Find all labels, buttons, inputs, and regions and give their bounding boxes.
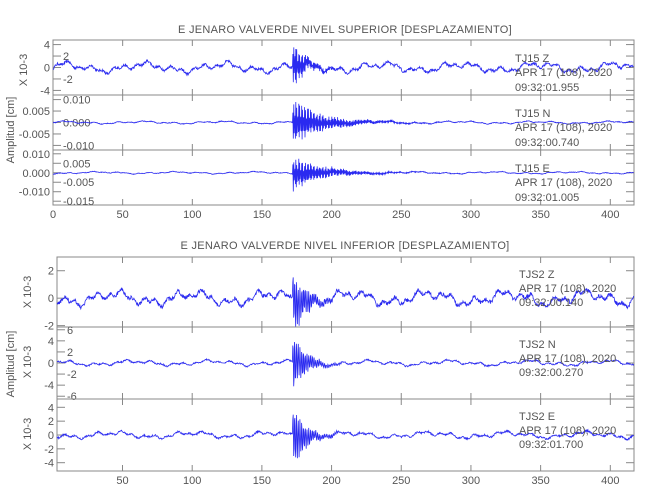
x-tick-label: 350 bbox=[531, 209, 549, 221]
station-component-label: TJS2 E bbox=[519, 411, 555, 423]
station-component-label: TJ15 Z bbox=[515, 53, 550, 65]
trace-date: APR 17 (108), 2020 bbox=[519, 353, 616, 365]
station-component-label: TJS2 N bbox=[519, 339, 556, 351]
y-tick-label: 6 bbox=[67, 325, 73, 337]
trace-date: APR 17 (108), 2020 bbox=[515, 67, 612, 79]
y-tick-label: 0 bbox=[48, 293, 54, 305]
top-y-axis-label: Amplitud [cm] bbox=[5, 97, 17, 164]
x-tick-label: 400 bbox=[601, 209, 619, 221]
y-tick-label: 0.000 bbox=[22, 168, 50, 180]
waveform-TJ15-N bbox=[53, 101, 634, 140]
y-tick-label: -2 bbox=[67, 369, 77, 381]
y-tick-label: 0 bbox=[48, 430, 54, 442]
waveform-TJ15-E bbox=[52, 158, 634, 192]
trace-start-time: 09:32:01.700 bbox=[519, 439, 583, 451]
x-tick-label: 100 bbox=[183, 475, 201, 487]
chart-0: 4 2 0 -2 -4 X 10-3 TJ15 Z APR 17 (108), 2020 09:… bbox=[18, 39, 635, 221]
station-component-label: TJS2 Z bbox=[519, 269, 555, 281]
waveform-TJS2-Z bbox=[56, 277, 634, 328]
trace-panel-TJ15-Z: 4 2 0 -2 -4 X 10-3 TJ15 Z APR 17 (108), 2020 09:… bbox=[18, 39, 635, 97]
y-tick-label: -4 bbox=[44, 380, 54, 392]
x-tick-label: 50 bbox=[117, 209, 129, 221]
waveform-TJS2-E bbox=[56, 414, 634, 459]
x-tick-label: 200 bbox=[322, 475, 340, 487]
y-tick-label: 0.005 bbox=[22, 106, 50, 118]
y-tick-label: 2 bbox=[63, 51, 69, 63]
y-tick-label: 0.005 bbox=[63, 158, 91, 170]
station-component-label: TJ15 E bbox=[515, 163, 550, 175]
x-tick-label: 250 bbox=[392, 475, 410, 487]
y-tick-label: -2 bbox=[63, 74, 73, 86]
waveform-TJS2-N bbox=[56, 341, 634, 387]
x-tick-label: 0 bbox=[50, 209, 56, 221]
trace-date: APR 17 (108), 2020 bbox=[515, 122, 612, 134]
y-tick-label: 2 bbox=[48, 416, 54, 428]
y-scale-label: X 10-3 bbox=[22, 346, 34, 378]
y-tick-label: 0 bbox=[48, 358, 54, 370]
x-tick-label: 300 bbox=[462, 475, 480, 487]
y-tick-label: 0 bbox=[44, 63, 50, 75]
y-tick-label: 2 bbox=[48, 266, 54, 278]
trace-date: APR 17 (108), 2020 bbox=[515, 177, 612, 189]
y-tick-label: 4 bbox=[48, 402, 54, 414]
y-tick-label: -0.010 bbox=[63, 140, 94, 152]
trace-panel-TJ15-N: 0.010 0.005 0.000 -0.005 -0.010 TJ15 N APR 17 … bbox=[19, 94, 635, 152]
trace-start-time: 09:32:00.270 bbox=[519, 367, 583, 379]
y-tick-label: -2 bbox=[44, 321, 54, 333]
x-tick-label: 150 bbox=[253, 475, 271, 487]
x-tick-label: 100 bbox=[183, 209, 201, 221]
y-tick-label: -0.005 bbox=[19, 129, 50, 141]
trace-date: APR 17 (108), 2020 bbox=[519, 283, 616, 295]
y-tick-label: 2 bbox=[67, 347, 73, 359]
y-scale-label: X 10-3 bbox=[22, 418, 34, 450]
y-tick-label: 4 bbox=[48, 336, 54, 348]
y-tick-label: 4 bbox=[44, 40, 50, 52]
trace-panel-TJ15-E: 0.010 0.005 0.000 -0.005 -0.010 -0.015 TJ15 E A… bbox=[19, 149, 635, 208]
top-chart-title: E JENARO VALVERDE NIVEL SUPERIOR [DESPLA… bbox=[178, 24, 512, 36]
trace-start-time: 09:32:01.955 bbox=[515, 82, 579, 94]
bottom-y-axis-label: Amplitud [cm] bbox=[5, 331, 17, 398]
y-tick-label: 0.000 bbox=[63, 118, 91, 130]
x-tick-label: 150 bbox=[253, 209, 271, 221]
bottom-chart-title: E JENARO VALVERDE NIVEL INFERIOR [DESPLA… bbox=[180, 240, 509, 252]
y-scale-label: X 10-3 bbox=[18, 54, 30, 86]
y-tick-label: -0.015 bbox=[63, 196, 94, 208]
panel-frame bbox=[52, 149, 635, 206]
trace-date: APR 17 (108), 2020 bbox=[519, 425, 616, 437]
y-tick-label: -6 bbox=[67, 391, 77, 403]
chart-1: 2 0 -2 X 10-3 TJS2 Z APR 17 (108), 2020 09:32:… bbox=[22, 256, 635, 487]
x-tick-label: 300 bbox=[462, 209, 480, 221]
x-tick-label: 200 bbox=[322, 209, 340, 221]
trace-panel-TJS2-Z: 2 0 -2 X 10-3 TJS2 Z APR 17 (108), 2020 09:32:… bbox=[22, 256, 635, 333]
x-tick-label: 350 bbox=[531, 475, 549, 487]
y-tick-label: -0.010 bbox=[19, 187, 50, 199]
trace-start-time: 09:32:00.740 bbox=[515, 137, 579, 149]
y-scale-label: X 10-3 bbox=[22, 276, 34, 308]
y-tick-label: -4 bbox=[40, 85, 50, 97]
trace-start-time: 09:32:00.140 bbox=[519, 297, 583, 309]
y-tick-label: -2 bbox=[44, 444, 54, 456]
trace-start-time: 09:32:01.005 bbox=[515, 192, 579, 204]
trace-panel-TJS2-E: 4 2 0 -2 -4 X 10-3 TJS2 E APR 17 (108), 2020 09:… bbox=[22, 398, 635, 472]
trace-panel-TJS2-N: 6 4 2 0 -2 -4 -6 X 10-3 TJS2 N APR 17 (108), 2020… bbox=[22, 325, 635, 403]
x-tick-label: 250 bbox=[392, 209, 410, 221]
x-tick-label: 400 bbox=[601, 475, 619, 487]
waveform-TJ15-Z bbox=[52, 47, 634, 84]
y-tick-label: 0.010 bbox=[22, 149, 50, 161]
y-tick-label: 0.010 bbox=[63, 95, 91, 107]
y-tick-label: -0.005 bbox=[63, 177, 94, 189]
x-tick-label: 50 bbox=[116, 475, 128, 487]
y-tick-label: -4 bbox=[44, 458, 54, 470]
station-component-label: TJ15 N bbox=[515, 108, 551, 120]
